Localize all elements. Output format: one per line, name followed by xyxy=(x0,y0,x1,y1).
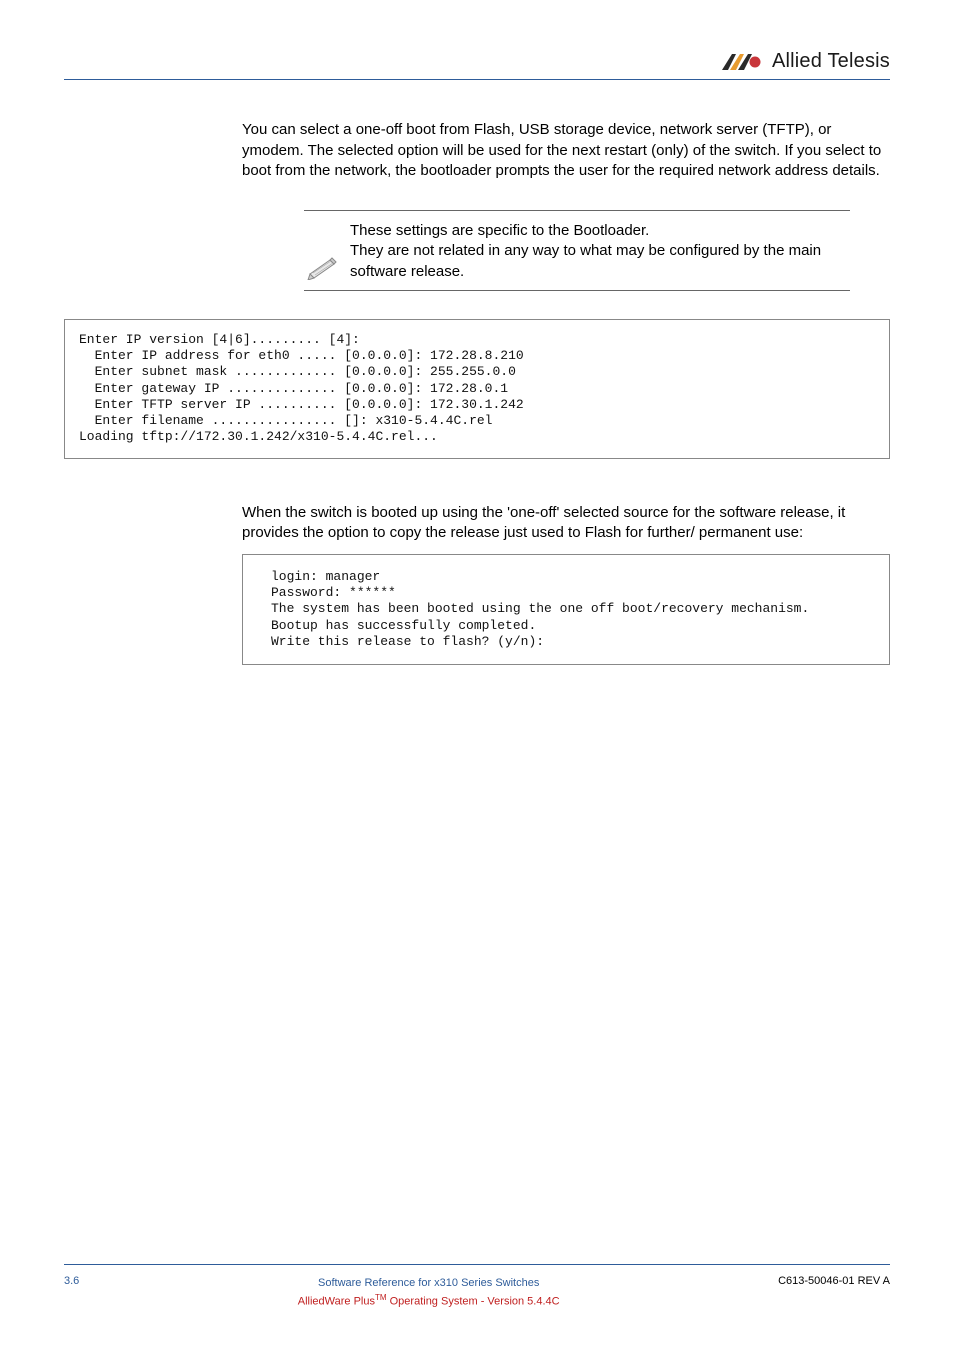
brand-logo-text: Allied Telesis xyxy=(772,50,890,73)
page-footer: 3.6 Software Reference for x310 Series S… xyxy=(64,1264,890,1310)
note-icon xyxy=(304,228,338,280)
footer-page-number: 3.6 xyxy=(64,1275,79,1287)
code-block-login: login: manager Password: ****** The syst… xyxy=(242,554,890,665)
note-box: These settings are specific to the Bootl… xyxy=(304,210,850,291)
brand-logo: Allied Telesis xyxy=(722,50,890,73)
note-text: These settings are specific to the Bootl… xyxy=(350,219,850,282)
footer-title: Software Reference for x310 Series Switc… xyxy=(79,1275,778,1292)
brand-logo-icon xyxy=(722,52,766,72)
code-block-network: Enter IP version [4|6]......... [4]: Ent… xyxy=(64,319,890,459)
note-line1: These settings are specific to the Bootl… xyxy=(350,221,850,241)
footer-product: AlliedWare PlusTM Operating System - Ver… xyxy=(79,1292,778,1310)
note-line2: They are not related in any way to what … xyxy=(350,241,850,282)
footer-center: Software Reference for x310 Series Switc… xyxy=(79,1275,778,1310)
paragraph-intro: You can select a one-off boot from Flash… xyxy=(242,120,890,182)
paragraph-oneoff: When the switch is booted up using the '… xyxy=(242,503,890,544)
page-header: Allied Telesis xyxy=(64,50,890,80)
footer-doc-ref: C613-50046-01 REV A xyxy=(778,1275,890,1287)
